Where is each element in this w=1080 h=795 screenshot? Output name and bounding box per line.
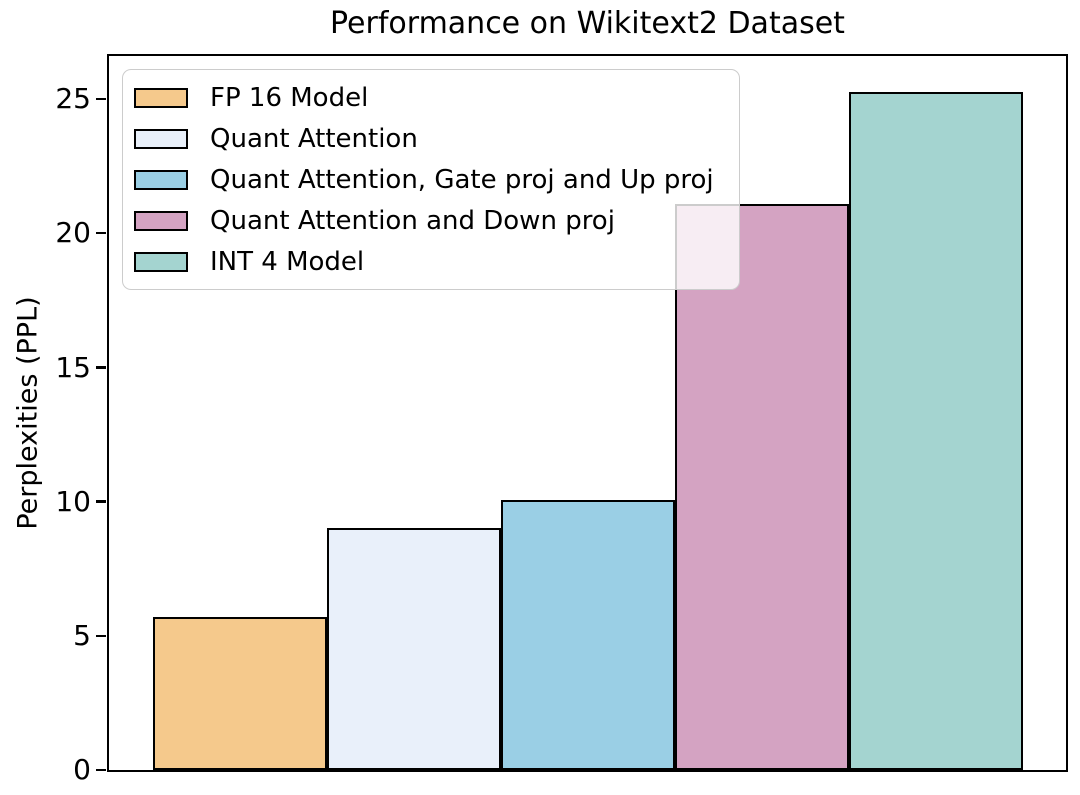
bar-fp-16-model xyxy=(152,617,327,770)
y-tick-label-15: 15 xyxy=(55,350,91,384)
legend-item-fp-16-model: FP 16 Model xyxy=(134,77,729,118)
plot-area: 0 5 10 15 20 25 FP 16 Model Quant Attention Qua… xyxy=(55,54,1068,783)
y-tick-label-10: 10 xyxy=(55,484,91,518)
y-tick-label-5: 5 xyxy=(73,618,91,652)
legend-swatch-quant-attention xyxy=(134,128,188,149)
legend-label: FP 16 Model xyxy=(210,82,369,113)
bar-int-4-model xyxy=(848,92,1023,770)
legend-swatch-quant-attention-and-down-proj xyxy=(134,210,188,231)
legend-label: Quant Attention xyxy=(210,123,418,154)
legend-item-quant-attention-gate-proj-and-up-proj: Quant Attention, Gate proj and Up proj xyxy=(134,159,729,200)
y-tick-mark-10 xyxy=(96,500,106,503)
legend-item-int-4-model: INT 4 Model xyxy=(134,241,729,282)
y-tick-mark-20 xyxy=(96,231,106,235)
y-tick-mark-0 xyxy=(96,768,106,772)
chart-title: Performance on Wikitext2 Dataset xyxy=(330,6,845,41)
legend-label: Quant Attention and Down proj xyxy=(210,205,615,236)
legend-item-quant-attention: Quant Attention xyxy=(134,118,729,159)
legend-items: FP 16 Model Quant Attention Quant Attentio… xyxy=(134,77,729,282)
bar-quant-attention xyxy=(326,528,501,770)
legend-swatch-fp-16-model xyxy=(134,87,188,108)
y-tick-mark-15 xyxy=(96,366,106,369)
bar-quant-attention-gate-proj-and-up-proj xyxy=(500,500,675,770)
legend-swatch-quant-attention-gate-proj-and-up-proj xyxy=(134,169,188,190)
y-tick-label-25: 25 xyxy=(55,82,91,116)
legend-item-quant-attention-and-down-proj: Quant Attention and Down proj xyxy=(134,200,729,241)
y-tick-mark-25 xyxy=(96,97,106,101)
y-tick-mark-5 xyxy=(96,634,106,638)
legend-label: Quant Attention, Gate proj and Up proj xyxy=(210,164,714,195)
y-tick-label-20: 20 xyxy=(55,216,91,250)
legend: FP 16 Model Quant Attention Quant Attentio… xyxy=(122,69,740,290)
y-axis-label: Perplexities (PPL) xyxy=(12,296,44,530)
legend-label: INT 4 Model xyxy=(210,246,365,277)
bar-quant-attention-and-down-proj xyxy=(674,203,849,770)
legend-swatch-int-4-model xyxy=(134,251,188,272)
y-tick-label-0: 0 xyxy=(73,753,91,787)
